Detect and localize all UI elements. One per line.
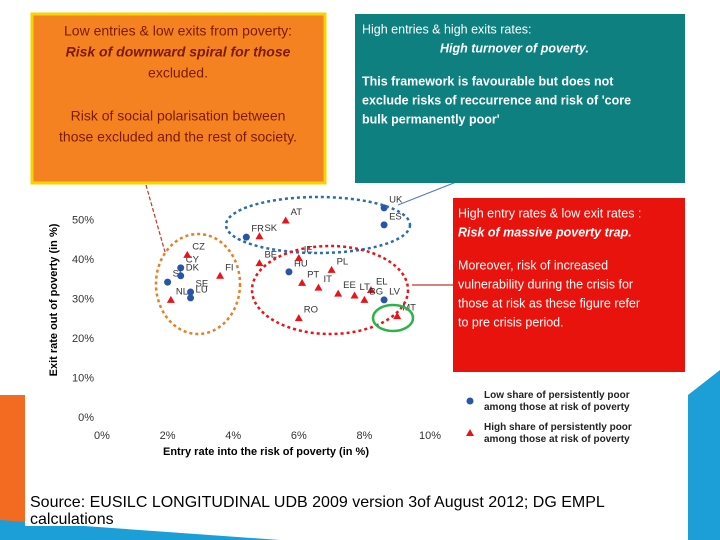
annotation-text: This framework is favourable but does no… [362,74,614,88]
annotation-text: Low entries & low exits from poverty: [64,23,292,39]
point-label: SI [173,269,182,280]
data-point [187,288,195,296]
data-point [255,232,264,240]
point-label: IE [304,245,313,256]
cluster-ellipse [224,195,412,255]
point-label: UK [389,194,403,205]
data-point [294,314,303,322]
x-tick-label: 2% [160,430,176,442]
annotation-text: bulk permanently poor' [362,112,500,126]
point-label: NL [176,286,188,297]
data-point [334,289,343,297]
legend-label: High share of persistently poor among tho… [484,422,632,445]
point-label: CZ [192,241,205,252]
data-point [177,264,185,272]
data-point [298,278,307,286]
legend-label: Low share of persistently poor among thos… [484,390,630,413]
data-point [380,296,388,304]
point-label: SK [264,223,277,234]
annotation-text: Risk of downward spiral for those [66,44,291,60]
point-label: ES [389,211,402,222]
point-label: DK [186,262,200,273]
decor [688,370,720,540]
decor [0,395,25,540]
annotation-box [453,198,685,372]
legend-marker [466,429,474,436]
data-point [281,216,290,224]
annotation-box [30,12,327,185]
y-tick-label: 50% [72,214,94,226]
annotation-text: to pre crisis period. [458,315,564,329]
y-tick-label: 40% [72,254,94,266]
x-tick-label: 8% [356,430,372,442]
data-point [255,259,264,267]
point-label: BE [264,250,277,261]
highlight-circle [371,303,415,333]
point-label: RO [304,305,318,316]
point-label: LU [196,284,208,295]
annotation-text: vulnerability during the crisis for [458,277,633,291]
data-point [366,286,375,294]
annotation-text: High entries & high exits rates: [362,22,532,36]
point-label: BG [369,286,383,297]
y-tick-label: 30% [72,293,94,305]
x-axis-title: Entry rate into the risk of poverty (in … [163,446,369,458]
source: Source: EUSILC LONGITUDINAL UDB 2009 ver… [30,494,605,511]
data-point [216,271,225,279]
data-point [380,221,388,229]
point-label: EE [343,280,356,291]
y-tick-label: 0% [78,412,94,424]
point-label: CY [186,254,200,265]
point-label: SE [196,279,209,290]
x-tick-label: 4% [225,430,241,442]
annotation-text: Moreover, risk of increased [458,258,608,272]
annotation-text: those at risk as these figure refer [458,296,640,310]
cluster-ellipse [154,232,242,336]
data-point [314,283,323,291]
annotation-text: Risk of social polarisation between [71,108,286,124]
point-label: LT [360,282,371,293]
point-label: HU [294,258,308,269]
y-tick-label: 10% [72,372,94,384]
point-label: FR [251,224,264,235]
data-point [242,233,250,241]
annotation-text: High entry rates & low exit rates : [458,206,641,220]
data-point [187,294,195,302]
annotation-text: Risk of massive poverty trap. [458,225,632,239]
point-label: MT [402,303,416,314]
cluster-ellipse [250,244,410,336]
point-label: EL [376,277,388,288]
x-tick-label: 6% [291,430,307,442]
y-axis-title: Exit rate out of poverty (in %) [48,223,60,376]
annotation-text: exclude risks of reccurrence and risk of… [362,93,631,107]
point-label: IT [323,274,332,285]
x-tick-label: 10% [419,430,441,442]
annotation-text: High turnover of poverty. [440,41,589,55]
source: calculations [30,511,114,528]
data-point [285,268,293,276]
annotation-box [355,14,685,183]
point-label: AT [291,207,303,218]
data-point [350,291,359,299]
data-point [360,295,369,303]
data-point [177,272,185,280]
point-label: PT [307,269,319,280]
legend-marker [466,397,474,405]
point-label: LV [389,286,401,297]
data-point [166,295,175,303]
annotation-text: those excluded and the rest of society. [59,129,297,145]
data-point [393,312,402,320]
data-point [183,250,192,258]
data-point [327,265,336,273]
annotation-text: excluded. [148,65,208,81]
point-label: FI [225,262,233,273]
y-tick-label: 20% [72,333,94,345]
data-point [294,254,303,262]
point-label: PL [337,256,349,267]
data-point [164,278,172,286]
x-tick-label: 0% [94,430,110,442]
